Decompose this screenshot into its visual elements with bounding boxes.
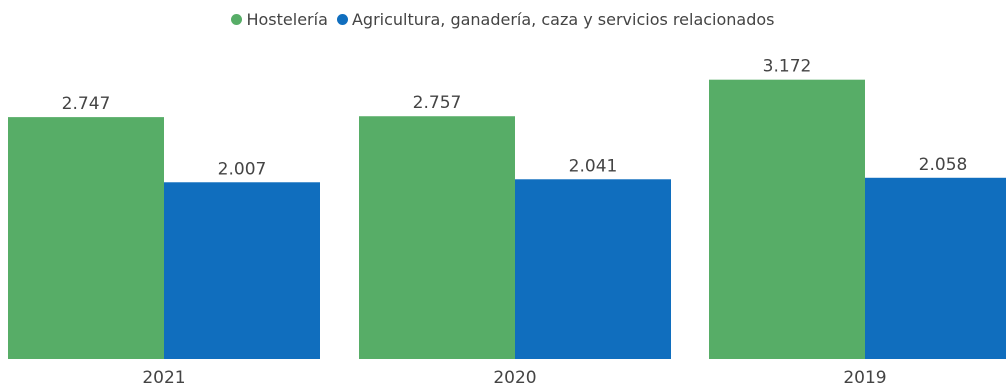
legend-label: Hostelería — [246, 10, 328, 29]
x-tick-label: 2019 — [843, 368, 886, 386]
legend-dot-icon — [336, 14, 348, 25]
bar-2019-series-0 — [709, 79, 865, 359]
bar-2019-series-1 — [865, 177, 1006, 359]
legend-label: Agricultura, ganadería, caza y servicios… — [351, 10, 775, 29]
legend-dot-icon — [231, 14, 243, 25]
legend-item-hosteleria: Hostelería — [231, 10, 328, 29]
x-tick-label: 2020 — [493, 368, 536, 386]
legend-item-agricultura: Agricultura, ganadería, caza y servicios… — [336, 10, 775, 29]
data-label: 2.757 — [413, 93, 462, 113]
data-label: 2.058 — [919, 155, 968, 175]
x-tick-label: 2021 — [142, 368, 185, 386]
data-label: 2.747 — [62, 94, 111, 114]
bar-2021-series-1 — [164, 182, 320, 359]
bar-2021-series-0 — [8, 117, 164, 359]
data-label: 2.007 — [218, 159, 267, 179]
bar-2020-series-1 — [515, 179, 671, 359]
data-label: 2.041 — [569, 156, 618, 176]
bar-2020-series-0 — [359, 116, 515, 359]
data-label: 3.172 — [763, 57, 812, 77]
chart-legend: Hostelería Agricultura, ganadería, caza … — [0, 10, 1006, 29]
